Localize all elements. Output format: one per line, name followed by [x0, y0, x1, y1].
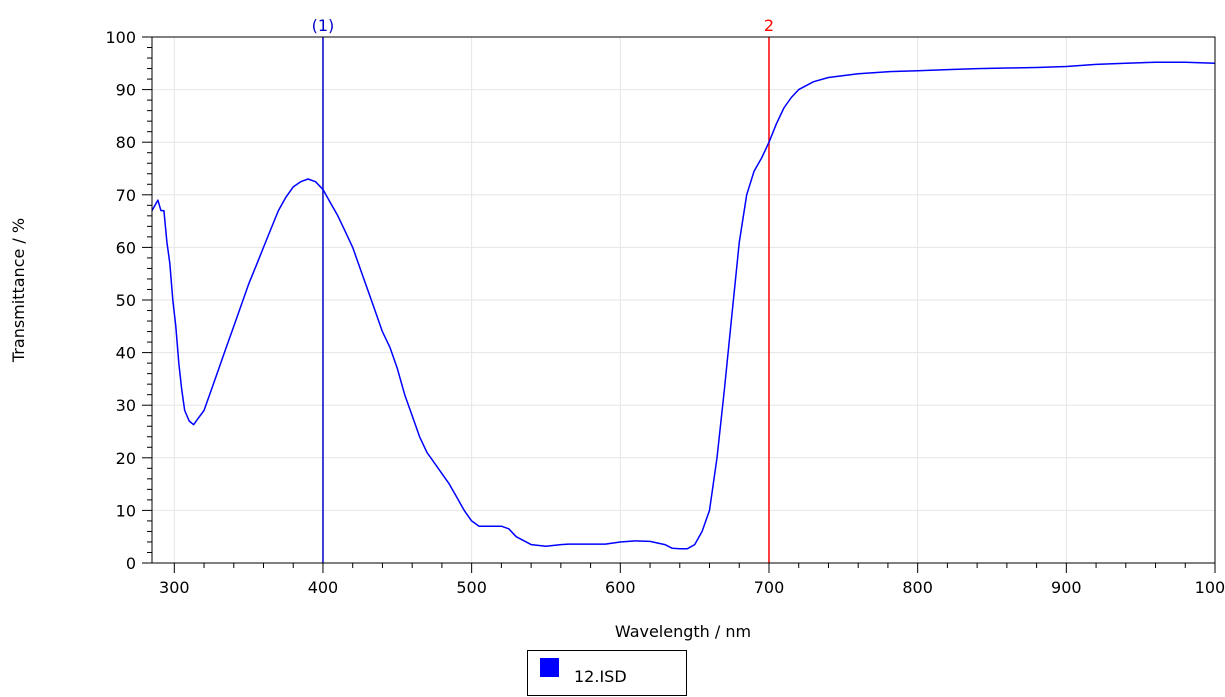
y-tick-label: 100	[105, 28, 136, 47]
y-tick-label: 10	[116, 501, 136, 520]
x-tick-label: 300	[159, 578, 190, 597]
y-tick-label: 20	[116, 449, 136, 468]
x-axis-title: Wavelength / nm	[615, 622, 751, 641]
y-tick-label: 80	[116, 133, 136, 152]
grid-lines	[152, 36, 1216, 564]
legend-swatch	[540, 658, 559, 677]
y-tick-label: 70	[116, 186, 136, 205]
marker-lines: (1) 2	[312, 16, 774, 563]
x-tick-label: 800	[902, 578, 933, 597]
series-lines	[151, 61, 1216, 550]
y-tick-label: 40	[116, 344, 136, 363]
marker-label: 2	[764, 16, 774, 35]
series-line	[151, 61, 1216, 550]
y-tick-label: 50	[116, 291, 136, 310]
legend: 12.ISD	[527, 650, 687, 696]
x-tick-label: 700	[754, 578, 785, 597]
y-tick-label: 0	[126, 554, 136, 573]
y-tick-label: 30	[116, 396, 136, 415]
x-tick-label: 900	[1051, 578, 1082, 597]
minor-ticks	[147, 47, 1186, 568]
x-tick-label: 500	[456, 578, 487, 597]
y-tick-label: 60	[116, 238, 136, 257]
x-tick-label: 600	[605, 578, 636, 597]
y-tick-label: 90	[116, 81, 136, 100]
legend-label: 12.ISD	[574, 667, 627, 686]
y-axis-title: Transmittance / %	[9, 218, 28, 363]
marker-label: (1)	[312, 16, 335, 35]
y-axis: 0 10 20 30 40 50 60 70 80 90 100	[105, 28, 152, 573]
x-tick-label: 400	[308, 578, 339, 597]
